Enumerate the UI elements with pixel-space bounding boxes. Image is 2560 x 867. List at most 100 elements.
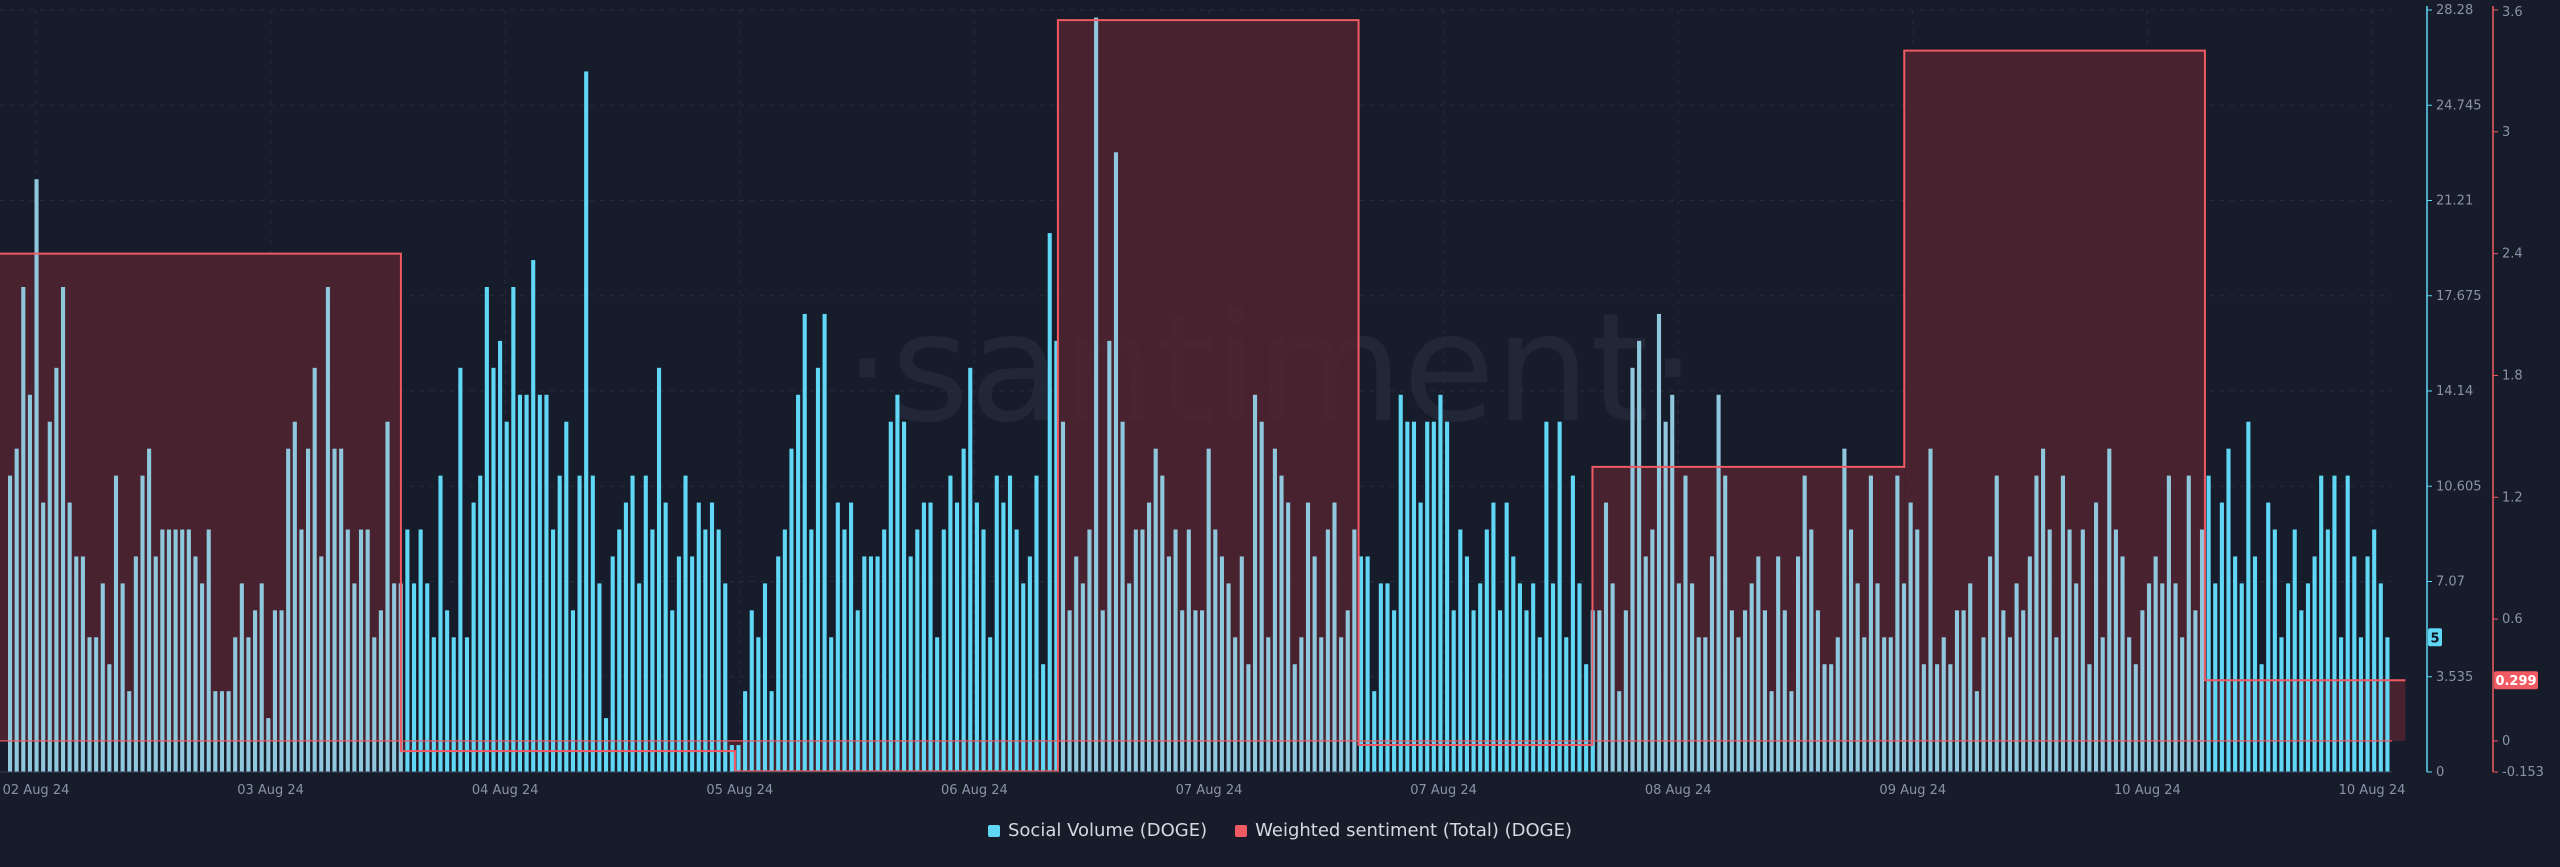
- social-volume-bar: [1954, 610, 1960, 772]
- social-volume-bar: [445, 610, 450, 772]
- social-volume-bar: [2166, 475, 2171, 772]
- social-volume-bar: [200, 583, 205, 772]
- social-volume-bar: [1637, 340, 1642, 772]
- social-volume-bar: [577, 475, 582, 772]
- social-volume-bar: [557, 475, 562, 772]
- social-volume-bar: [1762, 610, 1767, 772]
- social-volume-bar: [180, 529, 185, 772]
- social-volume-bar: [888, 421, 893, 772]
- legend-item-sentiment[interactable]: Weighted sentiment (Total) (DOGE): [1235, 820, 1572, 841]
- social-volume-bar: [345, 529, 350, 772]
- x-tick-label: 07 Aug 24: [1176, 783, 1243, 798]
- y-left-tick-label: 7.07: [2436, 575, 2465, 590]
- legend-item-social-volume[interactable]: Social Volume (DOGE): [987, 820, 1208, 841]
- social-volume-bar: [219, 691, 225, 772]
- social-volume-bar: [1246, 664, 1251, 772]
- social-volume-bar: [517, 394, 523, 772]
- y-left-tick-label: 14.14: [2436, 384, 2473, 399]
- social-volume-bar: [1822, 664, 1827, 772]
- social-volume-bar: [2352, 556, 2357, 772]
- social-volume-bar: [491, 367, 496, 772]
- social-volume-bar: [1743, 610, 1748, 772]
- social-volume-bar: [1789, 691, 1794, 772]
- social-volume-bar: [868, 556, 873, 772]
- social-volume-bar: [610, 556, 615, 772]
- social-volume-bar: [1564, 637, 1569, 772]
- social-volume-bar: [1968, 583, 1973, 772]
- social-volume-bar: [1550, 583, 1556, 772]
- social-volume-bar: [2206, 475, 2211, 772]
- social-volume-bar: [2027, 556, 2032, 772]
- y-right-tick-label: 3.6: [2502, 5, 2523, 20]
- social-volume-bar: [663, 502, 668, 772]
- social-volume-bar: [1100, 610, 1105, 772]
- social-volume-bar: [1405, 421, 1410, 772]
- social-volume-bar: [1504, 502, 1509, 772]
- social-volume-bar: [1796, 556, 1801, 772]
- social-volume-bar: [1603, 502, 1609, 772]
- legend-label-social-volume: Social Volume (DOGE): [1007, 820, 1208, 841]
- social-volume-bar: [47, 421, 52, 772]
- social-volume-bar: [1597, 610, 1602, 772]
- social-volume-bar: [2180, 637, 2185, 772]
- social-volume-bar: [425, 583, 430, 772]
- social-volume-bar: [1776, 556, 1781, 772]
- social-volume-bar: [544, 394, 549, 772]
- social-volume-bar: [623, 502, 628, 772]
- social-volume-bar: [2186, 475, 2191, 772]
- social-volume-bar: [1928, 448, 1933, 772]
- social-volume-bar: [2094, 502, 2099, 772]
- social-volume-bar: [2001, 610, 2006, 772]
- social-volume-bar: [1206, 448, 1211, 772]
- social-volume-bar: [1438, 394, 1443, 772]
- social-volume-bar: [895, 394, 900, 772]
- social-volume-bar: [1021, 583, 1026, 772]
- social-volume-bar: [1484, 529, 1489, 772]
- social-volume-bar: [842, 529, 847, 772]
- social-volume-bar: [14, 448, 19, 772]
- social-volume-bar: [2193, 610, 2198, 772]
- social-volume-bar: [1981, 637, 1986, 772]
- social-volume-bar: [60, 286, 66, 772]
- social-volume-bar: [2107, 448, 2112, 772]
- social-volume-bar: [41, 502, 46, 772]
- social-volume-bar: [1451, 610, 1456, 772]
- social-volume-bar: [723, 583, 728, 772]
- social-volume-bar: [1544, 421, 1549, 772]
- social-volume-bar: [2074, 583, 2079, 772]
- social-volume-bar: [1239, 556, 1244, 772]
- social-volume-bar: [2219, 502, 2224, 772]
- social-volume-bar: [312, 367, 317, 772]
- social-volume-bar: [1392, 610, 1397, 772]
- social-volume-bar: [2213, 583, 2218, 772]
- social-volume-bar: [683, 475, 688, 772]
- social-volume-bar: [670, 610, 675, 772]
- social-volume-bar: [1001, 502, 1006, 772]
- social-volume-bar: [2279, 637, 2284, 772]
- social-volume-bar: [2047, 529, 2052, 772]
- y-right-tick-label: 0.6: [2502, 612, 2523, 627]
- social-volume-bar: [1815, 610, 1820, 772]
- social-volume-bar: [2100, 637, 2105, 772]
- social-volume-bar: [239, 583, 244, 772]
- social-volume-bar: [862, 556, 867, 772]
- social-volume-bar: [464, 637, 470, 772]
- social-volume-bar: [1882, 637, 1887, 772]
- social-volume-bar: [1988, 556, 1993, 772]
- social-volume-bar: [385, 421, 390, 772]
- social-volume-bar: [133, 556, 138, 772]
- social-volume-bar: [1219, 556, 1224, 772]
- social-volume-bar: [1935, 664, 1940, 772]
- social-volume-bar: [1200, 610, 1205, 772]
- social-volume-bar: [1160, 475, 1165, 772]
- social-volume-bar: [1113, 152, 1119, 772]
- social-volume-bar: [1299, 637, 1304, 772]
- social-volume-bar: [292, 421, 297, 772]
- social-volume-bar: [1398, 394, 1403, 772]
- social-volume-bar: [796, 394, 801, 772]
- social-volume-bar: [1027, 556, 1032, 772]
- social-volume-bar: [2226, 448, 2231, 772]
- social-volume-bar: [2007, 637, 2013, 772]
- social-volume-bars: [8, 17, 2390, 773]
- social-volume-bar: [849, 502, 854, 772]
